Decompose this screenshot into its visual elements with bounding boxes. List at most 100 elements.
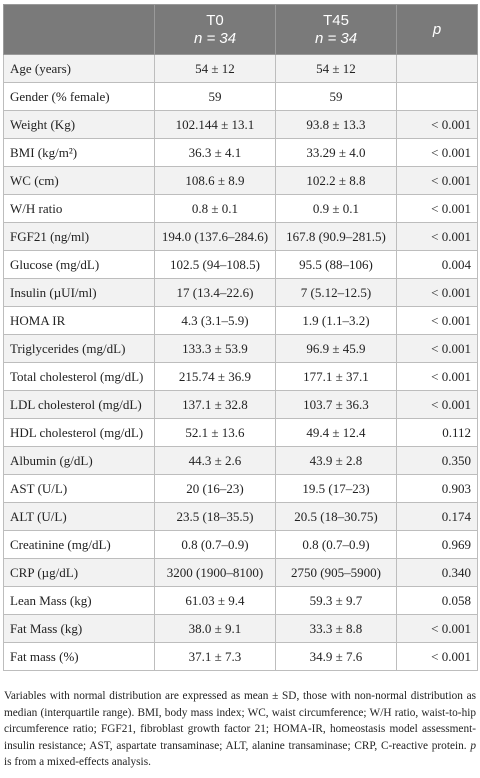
row-p-cell: < 0.001	[396, 642, 478, 671]
table-row: WC (cm) 108.6 ± 8.9 102.2 ± 8.8 < 0.001	[3, 166, 478, 195]
row-t45-cell: 54 ± 12	[275, 54, 397, 83]
row-t0-cell: 108.6 ± 8.9	[154, 166, 276, 195]
row-label-cell: W/H ratio	[3, 194, 155, 223]
row-p-cell: < 0.001	[396, 362, 478, 391]
row-p-cell	[396, 54, 478, 83]
row-label-cell: Glucose (mg/dL)	[3, 250, 155, 279]
row-p-cell	[396, 82, 478, 111]
row-label-cell: AST (U/L)	[3, 474, 155, 503]
header-t0-label: T0	[206, 11, 224, 29]
row-t45-cell: 102.2 ± 8.8	[275, 166, 397, 195]
row-t0-cell: 44.3 ± 2.6	[154, 446, 276, 475]
row-label-cell: Albumin (g/dL)	[3, 446, 155, 475]
table-row: LDL cholesterol (mg/dL) 137.1 ± 32.8 103.7…	[3, 390, 478, 419]
row-p-cell: 0.004	[396, 250, 478, 279]
row-t45-cell: 33.3 ± 8.8	[275, 614, 397, 643]
header-row: T0 n = 34 T45 n = 34 p	[3, 4, 478, 55]
row-p-cell: 0.340	[396, 558, 478, 587]
row-label-cell: FGF21 (ng/ml)	[3, 222, 155, 251]
row-t45-cell: 0.9 ± 0.1	[275, 194, 397, 223]
table-row: Weight (Kg) 102.144 ± 13.1 93.8 ± 13.3 < 0.…	[3, 110, 478, 139]
row-p-cell: 0.350	[396, 446, 478, 475]
header-p-cell: p	[396, 4, 478, 55]
table-row: Gender (% female) 59 59	[3, 82, 478, 111]
row-label-cell: Creatinine (mg/dL)	[3, 530, 155, 559]
row-t0-cell: 4.3 (3.1–5.9)	[154, 306, 276, 335]
header-t45-n: n = 34	[314, 29, 358, 47]
table-row: FGF21 (ng/ml) 194.0 (137.6–284.6) 167.8 (9…	[3, 222, 478, 251]
table-row: CRP (µg/dL) 3200 (1900–8100) 2750 (905–590…	[3, 558, 478, 587]
table-row: HDL cholesterol (mg/dL) 52.1 ± 13.6 49.4 ±…	[3, 418, 478, 447]
table-row: Fat mass (%) 37.1 ± 7.3 34.9 ± 7.6 < 0.001	[3, 642, 478, 671]
row-p-cell: 0.112	[396, 418, 478, 447]
row-t45-cell: 177.1 ± 37.1	[275, 362, 397, 391]
row-t0-cell: 38.0 ± 9.1	[154, 614, 276, 643]
header-t45-label: T45	[323, 11, 349, 29]
row-label-cell: Age (years)	[3, 54, 155, 83]
row-t0-cell: 0.8 (0.7–0.9)	[154, 530, 276, 559]
row-t45-cell: 34.9 ± 7.6	[275, 642, 397, 671]
row-t0-cell: 17 (13.4–22.6)	[154, 278, 276, 307]
table-row: Albumin (g/dL) 44.3 ± 2.6 43.9 ± 2.8 0.350	[3, 446, 478, 475]
row-t45-cell: 7 (5.12–12.5)	[275, 278, 397, 307]
row-t45-cell: 1.9 (1.1–3.2)	[275, 306, 397, 335]
row-t0-cell: 59	[154, 82, 276, 111]
row-p-cell: < 0.001	[396, 306, 478, 335]
row-t45-cell: 96.9 ± 45.9	[275, 334, 397, 363]
table-row: Age (years) 54 ± 12 54 ± 12	[3, 54, 478, 83]
row-label-cell: Fat Mass (kg)	[3, 614, 155, 643]
row-p-cell: < 0.001	[396, 614, 478, 643]
table-footnote: Variables with normal distribution are e…	[4, 688, 476, 771]
row-t45-cell: 167.8 (90.9–281.5)	[275, 222, 397, 251]
row-t45-cell: 2750 (905–5900)	[275, 558, 397, 587]
row-t45-cell: 59.3 ± 9.7	[275, 586, 397, 615]
row-t0-cell: 3200 (1900–8100)	[154, 558, 276, 587]
row-label-cell: Lean Mass (kg)	[3, 586, 155, 615]
row-t0-cell: 36.3 ± 4.1	[154, 138, 276, 167]
row-t0-cell: 194.0 (137.6–284.6)	[154, 222, 276, 251]
row-label-cell: HDL cholesterol (mg/dL)	[3, 418, 155, 447]
row-p-cell: 0.969	[396, 530, 478, 559]
results-table: T0 n = 34 T45 n = 34 p Age (years) 54 ± 1…	[3, 4, 478, 671]
row-t0-cell: 37.1 ± 7.3	[154, 642, 276, 671]
row-t0-cell: 20 (16–23)	[154, 474, 276, 503]
header-p-label: p	[432, 20, 442, 38]
header-variable-cell	[3, 4, 155, 55]
footnote-text: Variables with normal distribution are e…	[4, 690, 476, 752]
row-t45-cell: 95.5 (88–106)	[275, 250, 397, 279]
row-t0-cell: 61.03 ± 9.4	[154, 586, 276, 615]
row-label-cell: Fat mass (%)	[3, 642, 155, 671]
row-p-cell: < 0.001	[396, 166, 478, 195]
table-row: Lean Mass (kg) 61.03 ± 9.4 59.3 ± 9.7 0.058	[3, 586, 478, 615]
row-p-cell: < 0.001	[396, 194, 478, 223]
row-t45-cell: 93.8 ± 13.3	[275, 110, 397, 139]
row-label-cell: Triglycerides (mg/dL)	[3, 334, 155, 363]
row-label-cell: Insulin (µUI/ml)	[3, 278, 155, 307]
row-label-cell: LDL cholesterol (mg/dL)	[3, 390, 155, 419]
table-row: Fat Mass (kg) 38.0 ± 9.1 33.3 ± 8.8 < 0.001	[3, 614, 478, 643]
row-t45-cell: 49.4 ± 12.4	[275, 418, 397, 447]
row-t0-cell: 133.3 ± 53.9	[154, 334, 276, 363]
table-row: Glucose (mg/dL) 102.5 (94–108.5) 95.5 (88–…	[3, 250, 478, 279]
table-row: Creatinine (mg/dL) 0.8 (0.7–0.9) 0.8 (0.7–…	[3, 530, 478, 559]
row-t0-cell: 102.5 (94–108.5)	[154, 250, 276, 279]
table-row: AST (U/L) 20 (16–23) 19.5 (17–23) 0.903	[3, 474, 478, 503]
header-t0-n: n = 34	[193, 29, 237, 47]
table-row: Triglycerides (mg/dL) 133.3 ± 53.9 96.9 ± …	[3, 334, 478, 363]
row-p-cell: < 0.001	[396, 278, 478, 307]
row-t45-cell: 19.5 (17–23)	[275, 474, 397, 503]
row-label-cell: HOMA IR	[3, 306, 155, 335]
row-p-cell: < 0.001	[396, 138, 478, 167]
row-label-cell: WC (cm)	[3, 166, 155, 195]
row-t45-cell: 103.7 ± 36.3	[275, 390, 397, 419]
row-p-cell: 0.174	[396, 502, 478, 531]
table-row: HOMA IR 4.3 (3.1–5.9) 1.9 (1.1–3.2) < 0.001	[3, 306, 478, 335]
row-label-cell: Gender (% female)	[3, 82, 155, 111]
row-p-cell: 0.058	[396, 586, 478, 615]
table-row: W/H ratio 0.8 ± 0.1 0.9 ± 0.1 < 0.001	[3, 194, 478, 223]
row-t45-cell: 20.5 (18–30.75)	[275, 502, 397, 531]
row-t0-cell: 52.1 ± 13.6	[154, 418, 276, 447]
row-p-cell: 0.903	[396, 474, 478, 503]
table-row: ALT (U/L) 23.5 (18–35.5) 20.5 (18–30.75) 0.…	[3, 502, 478, 531]
